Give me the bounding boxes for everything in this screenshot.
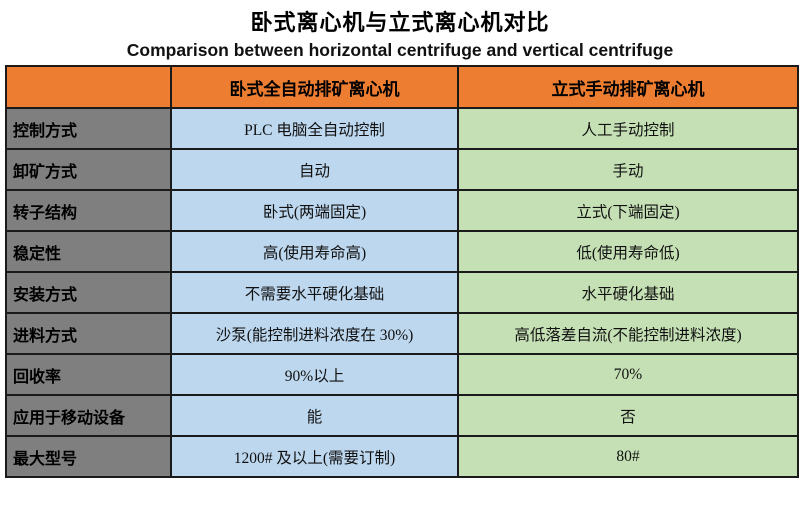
corner-header-cell (5, 65, 172, 109)
page-title-chinese: 卧式离心机与立式离心机对比 (250, 10, 550, 35)
table-row: 应用于移动设备能否 (5, 394, 799, 437)
table-row: 进料方式 沙泵(能控制进料浓度在 30%) 高低落差自流(不能控制进料浓度) (5, 312, 799, 355)
row-label-cell: 稳定性 (5, 230, 172, 273)
horizontal-value-cell: 90%以上 (170, 353, 459, 396)
vertical-value-cell: 高低落差自流(不能控制进料浓度) (457, 312, 799, 355)
table-header-row: 卧式全自动排矿离心机 立式手动排矿离心机 (5, 65, 799, 109)
horizontal-value-cell: 自动 (170, 148, 459, 191)
row-label-cell: 控制方式 (5, 107, 172, 150)
table-row: 回收率 90%以上 70% (5, 353, 799, 396)
table-row: 转子结构 卧式(两端固定) 立式(下端固定) (5, 189, 799, 232)
row-label-cell: 应用于移动设备 (5, 394, 172, 437)
horizontal-value-cell: 沙泵(能控制进料浓度在 30%) (170, 312, 459, 355)
vertical-value-cell: 否 (457, 394, 799, 437)
row-label-cell: 回收率 (5, 353, 172, 396)
row-label-cell: 进料方式 (5, 312, 172, 355)
table-row: 卸矿方式 自动 手动 (5, 148, 799, 191)
comparison-table: 卧式全自动排矿离心机 立式手动排矿离心机 控制方式 PLC 电脑全自动控制 人工手动… (5, 65, 799, 478)
horizontal-value-cell: 1200# 及以上(需要订制) (170, 435, 459, 478)
horizontal-value-cell: PLC 电脑全自动控制 (170, 107, 459, 150)
row-label-cell: 卸矿方式 (5, 148, 172, 191)
table-row: 安装方式 不需要水平硬化基础 水平硬化基础 (5, 271, 799, 314)
comparison-table-body: 控制方式 PLC 电脑全自动控制 人工手动控制 卸矿方式 自动 手动 转子结构 卧式(两端固定… (5, 107, 799, 478)
vertical-value-cell: 手动 (457, 148, 799, 191)
table-row: 稳定性 高(使用寿命高) 低(使用寿命低) (5, 230, 799, 273)
row-label-cell: 安装方式 (5, 271, 172, 314)
horizontal-value-cell: 卧式(两端固定) (170, 189, 459, 232)
vertical-centrifuge-header: 立式手动排矿离心机 (457, 65, 799, 109)
horizontal-centrifuge-header: 卧式全自动排矿离心机 (170, 65, 459, 109)
vertical-value-cell: 80# (457, 435, 799, 478)
row-label-cell: 最大型号 (5, 435, 172, 478)
horizontal-value-cell: 不需要水平硬化基础 (170, 271, 459, 314)
table-row: 最大型号 1200# 及以上(需要订制) 80# (5, 435, 799, 478)
vertical-value-cell: 人工手动控制 (457, 107, 799, 150)
horizontal-value-cell: 高(使用寿命高) (170, 230, 459, 273)
table-row: 控制方式 PLC 电脑全自动控制 人工手动控制 (5, 107, 799, 150)
vertical-value-cell: 低(使用寿命低) (457, 230, 799, 273)
horizontal-value-cell: 能 (170, 394, 459, 437)
vertical-value-cell: 70% (457, 353, 799, 396)
vertical-value-cell: 水平硬化基础 (457, 271, 799, 314)
vertical-value-cell: 立式(下端固定) (457, 189, 799, 232)
row-label-cell: 转子结构 (5, 189, 172, 232)
page-title-english: Comparison between horizontal centrifuge… (126, 40, 674, 60)
